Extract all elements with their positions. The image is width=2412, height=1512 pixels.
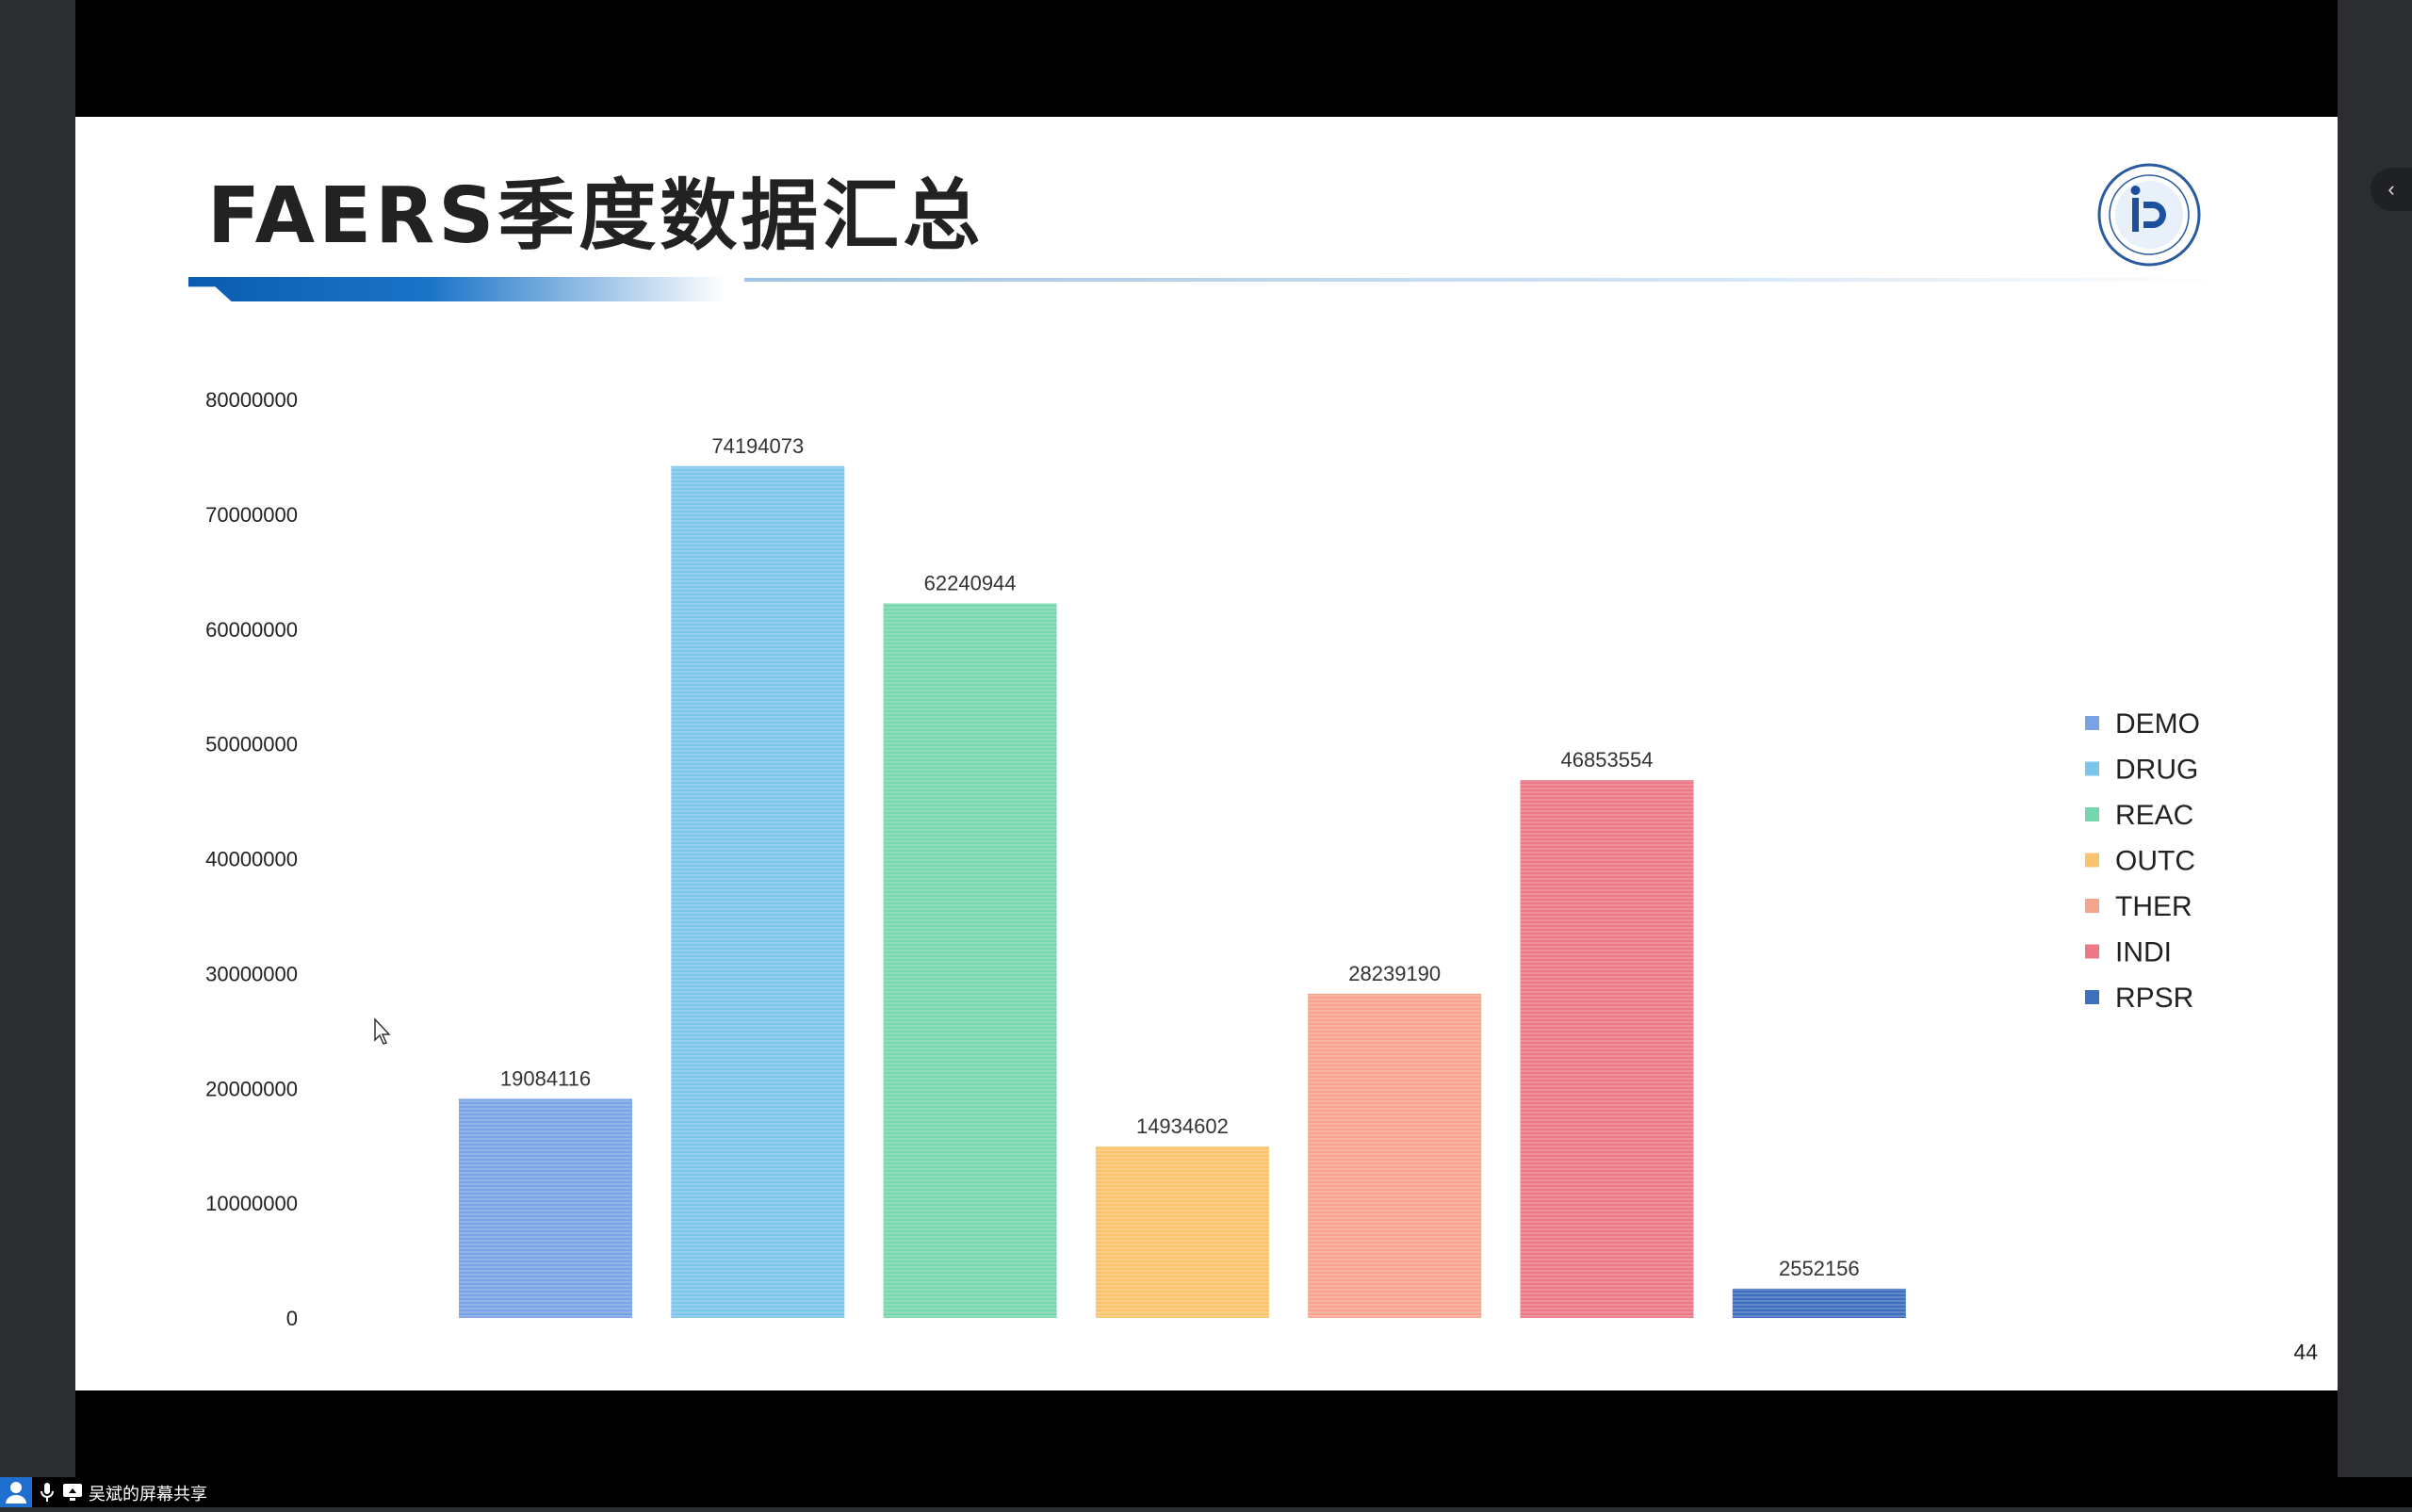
bar-data-label: 2552156: [1779, 1257, 1860, 1280]
bar-texture-drug: [671, 465, 845, 1318]
legend-label: OUTC: [2115, 846, 2195, 877]
title-accent-bar: [188, 277, 725, 301]
y-tick-label: 20000000: [205, 1077, 298, 1100]
bar-texture-outc: [1095, 1146, 1269, 1318]
legend-label: INDI: [2115, 937, 2172, 968]
collapse-panel-chevron-icon[interactable]: ‹: [2371, 168, 2412, 211]
bar-data-label: 74194073: [711, 434, 804, 458]
legend-label: THER: [2115, 891, 2192, 922]
screen-share-status-bar: 吴斌的屏幕共享: [0, 1477, 2412, 1507]
legend-swatch: [2085, 853, 2099, 868]
legend-swatch: [2085, 944, 2099, 959]
bar-texture-rpsr: [1732, 1288, 1906, 1318]
presentation-slide: FAERS季度数据汇总 0 10000000 20000000 30000000 400…: [75, 117, 2338, 1390]
right-margin-strip: [2338, 0, 2412, 1507]
microphone-icon[interactable]: [40, 1482, 55, 1503]
bar-texture-reac: [883, 603, 1057, 1318]
slide-title: FAERS季度数据汇总: [207, 171, 985, 261]
y-tick-label: 50000000: [205, 733, 298, 756]
legend-label: DEMO: [2115, 708, 2200, 740]
y-tick-label: 10000000: [205, 1192, 298, 1215]
legend-label: RPSR: [2115, 983, 2193, 1014]
bar-texture-indi: [1520, 779, 1694, 1318]
left-margin-strip: [0, 0, 75, 1507]
y-tick-label: 40000000: [205, 848, 298, 871]
legend-label: DRUG: [2115, 755, 2198, 786]
legend-label: REAC: [2115, 800, 2193, 831]
bar-data-label: 14934602: [1136, 1114, 1229, 1138]
bar-data-label: 19084116: [500, 1066, 591, 1090]
legend-swatch: [2085, 990, 2099, 1004]
screen-share-icon[interactable]: [62, 1483, 83, 1502]
y-tick-label: 0: [286, 1307, 298, 1330]
mouse-cursor-icon: [374, 1017, 391, 1045]
legend-swatch: [2085, 899, 2099, 913]
institution-logo: [2097, 163, 2201, 267]
title-underline: [744, 278, 2233, 282]
bar-data-label: 46853554: [1561, 748, 1654, 772]
legend-swatch: [2085, 716, 2099, 730]
user-icon[interactable]: [0, 1477, 32, 1507]
bar-data-label: 28239190: [1348, 962, 1441, 985]
legend-swatch: [2085, 807, 2099, 821]
bar-texture-demo: [459, 1098, 632, 1318]
y-tick-label: 60000000: [205, 618, 298, 642]
y-tick-label: 80000000: [205, 388, 298, 412]
bar-texture-ther: [1308, 993, 1482, 1318]
bar-chart: 0 10000000 20000000 30000000 40000000 5000000…: [205, 388, 2200, 1330]
legend-swatch: [2085, 761, 2099, 776]
y-tick-label: 30000000: [205, 962, 298, 985]
screen-share-label: 吴斌的屏幕共享: [89, 1485, 207, 1504]
y-tick-label: 70000000: [205, 503, 298, 527]
page-number: 44: [2293, 1340, 2318, 1364]
bar-data-label: 62240944: [924, 571, 1017, 594]
